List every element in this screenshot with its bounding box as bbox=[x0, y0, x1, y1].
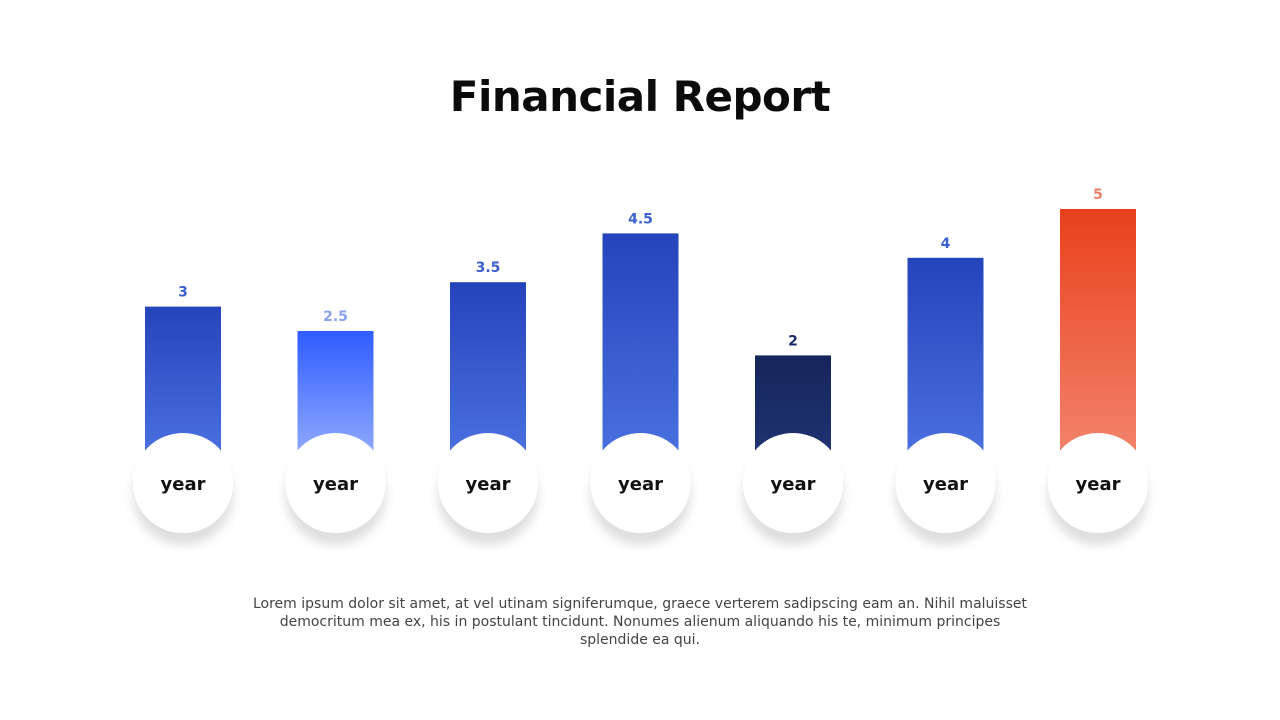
page-title: Financial Report bbox=[449, 72, 831, 121]
bar-value-label-2: 2.5 bbox=[323, 309, 348, 325]
category-label-2: year bbox=[313, 474, 358, 495]
bar-value-label-3: 3.5 bbox=[476, 260, 501, 276]
category-label-7: year bbox=[1076, 474, 1121, 495]
category-label-3: year bbox=[466, 474, 511, 495]
category-label-6: year bbox=[923, 474, 968, 495]
category-circle-1 bbox=[133, 433, 233, 533]
bar-2 bbox=[297, 331, 374, 453]
bar-3 bbox=[450, 282, 526, 453]
description-text: Lorem ipsum dolor sit amet, at vel utina… bbox=[252, 596, 1027, 648]
bar-4 bbox=[602, 233, 679, 453]
category-label-4: year bbox=[618, 474, 663, 495]
category-label-5: year bbox=[771, 474, 816, 495]
category-circle-5 bbox=[743, 433, 843, 533]
bar-value-label-6: 4 bbox=[941, 236, 951, 252]
category-circle-4 bbox=[590, 433, 691, 533]
category-circle-6 bbox=[895, 433, 996, 533]
category-circle-7 bbox=[1048, 433, 1148, 533]
bar-value-label-5: 2 bbox=[788, 333, 798, 349]
bar-value-label-1: 3 bbox=[178, 285, 188, 301]
bar-6 bbox=[907, 257, 984, 453]
category-circles-layer: year year year year year year year bbox=[133, 433, 1148, 533]
bar-7 bbox=[1060, 209, 1136, 453]
category-circle-2 bbox=[285, 433, 386, 533]
bars-layer: 3 2.5 3.5 4.5 2 4 5 bbox=[145, 187, 1136, 453]
category-label-1: year bbox=[161, 474, 206, 495]
category-circle-3 bbox=[438, 433, 538, 533]
bar-value-label-4: 4.5 bbox=[628, 211, 653, 227]
bar-value-label-7: 5 bbox=[1093, 187, 1103, 203]
bar-1 bbox=[145, 306, 221, 453]
